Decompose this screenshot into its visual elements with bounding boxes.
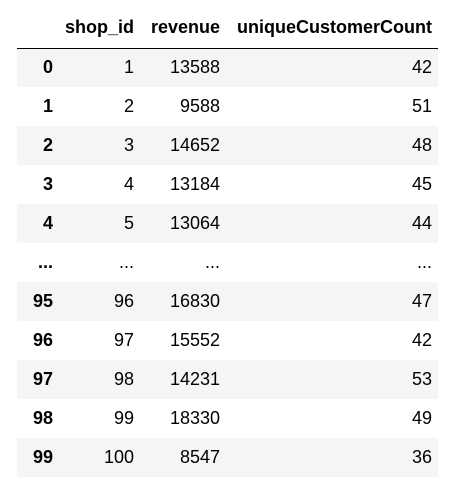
- header-row: shop_id revenue uniqueCustomerCount: [17, 8, 439, 49]
- header-index: [17, 8, 59, 49]
- header-revenue: revenue: [140, 8, 227, 49]
- table-row: 3 4 13184 45: [17, 165, 439, 204]
- table-row: 97 98 14231 53: [17, 360, 439, 399]
- table-row: 96 97 15552 42: [17, 321, 439, 360]
- cell-unique-customer-count: ...: [417, 252, 433, 272]
- row-index: 0: [42, 57, 53, 78]
- cell-unique-customer-count: 36: [411, 447, 433, 467]
- cell-unique-customer-count: 42: [411, 57, 433, 78]
- table-header: shop_id revenue uniqueCustomerCount: [17, 8, 439, 49]
- cell-revenue: 9588: [179, 96, 221, 116]
- row-index: 95: [32, 291, 53, 311]
- table-row: 0 1 13588 42: [17, 48, 439, 87]
- cell-unique-customer-count: 53: [411, 369, 433, 389]
- row-index: 97: [32, 369, 53, 389]
- row-index: 98: [32, 408, 53, 428]
- row-index: 4: [42, 213, 53, 233]
- cell-revenue: 18330: [169, 408, 221, 428]
- table-row: 99 100 8547 36: [17, 438, 439, 477]
- header-unique-customer-count: uniqueCustomerCount: [226, 8, 439, 49]
- row-index: 2: [42, 135, 53, 155]
- table-row: 2 3 14652 48: [17, 126, 439, 165]
- row-index: 96: [32, 330, 53, 350]
- cell-shop-id: 100: [103, 447, 135, 467]
- cell-unique-customer-count: 47: [411, 291, 433, 311]
- table-row: 95 96 16830 47: [17, 282, 439, 321]
- cell-shop-id: ...: [119, 252, 135, 272]
- table-body: 0 1 13588 42 1 2 9588 51 2 3 14652 48 3 4 13184 45 4 5 130…: [17, 48, 439, 477]
- cell-shop-id: 1: [124, 57, 135, 78]
- cell-shop-id: 96: [113, 291, 135, 311]
- row-index: 1: [42, 96, 53, 116]
- cell-unique-customer-count: 49: [411, 408, 433, 428]
- cell-unique-customer-count: 51: [411, 96, 433, 116]
- cell-shop-id: 4: [124, 174, 135, 194]
- table-row: ............: [17, 243, 439, 282]
- dataframe-table: shop_id revenue uniqueCustomerCount 0 1 13…: [17, 8, 439, 477]
- cell-revenue: 13588: [169, 57, 221, 78]
- cell-shop-id: 3: [124, 135, 135, 155]
- cell-revenue: 14652: [169, 135, 221, 155]
- table-row: 98 99 18330 49: [17, 399, 439, 438]
- cell-shop-id: 97: [113, 330, 135, 350]
- cell-revenue: ...: [205, 252, 221, 272]
- cell-unique-customer-count: 42: [411, 330, 433, 350]
- cell-revenue: 16830: [169, 291, 221, 311]
- cell-shop-id: 2: [124, 96, 135, 116]
- cell-revenue: 14231: [169, 369, 221, 389]
- cell-revenue: 15552: [169, 330, 221, 350]
- row-index: 99: [32, 447, 53, 467]
- cell-shop-id: 5: [124, 213, 135, 233]
- row-index: 3: [42, 174, 53, 194]
- cell-shop-id: 98: [113, 369, 135, 389]
- row-index: ...: [37, 252, 53, 272]
- table-row: 1 2 9588 51: [17, 87, 439, 126]
- cell-revenue: 8547: [179, 447, 221, 467]
- cell-revenue: 13184: [169, 174, 221, 194]
- cell-revenue: 13064: [169, 213, 221, 233]
- table-row: 4 5 13064 44: [17, 204, 439, 243]
- cell-unique-customer-count: 48: [411, 135, 433, 155]
- cell-shop-id: 99: [113, 408, 135, 428]
- cell-unique-customer-count: 44: [411, 213, 433, 233]
- header-shop-id: shop_id: [59, 8, 141, 49]
- cell-unique-customer-count: 45: [411, 174, 433, 194]
